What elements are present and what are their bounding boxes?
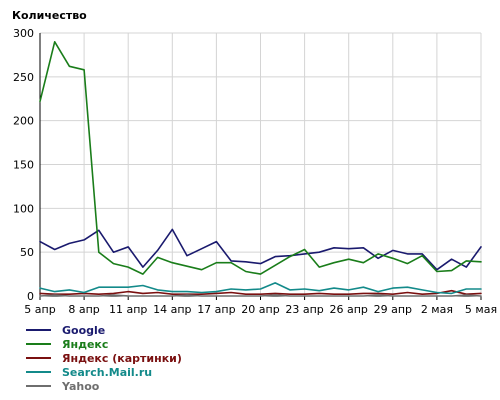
series-line-3 bbox=[39, 282, 482, 295]
y-tick-label: 100 bbox=[13, 202, 34, 215]
x-tick-label: 8 апр bbox=[68, 303, 99, 316]
legend-label: Google bbox=[62, 324, 105, 337]
legend-label: Search.Mail.ru bbox=[62, 366, 152, 379]
chart-title: Количество bbox=[12, 9, 87, 22]
y-tick-label: 0 bbox=[27, 290, 34, 303]
x-tick-label: 14 апр bbox=[153, 303, 191, 316]
series-lines bbox=[39, 40, 482, 297]
x-tick-label: 5 апр bbox=[24, 303, 55, 316]
x-tick-label: 5 мая bbox=[465, 303, 497, 316]
legend-label: Яндекс bbox=[62, 338, 108, 351]
legend-label: Яндекс (картинки) bbox=[62, 352, 182, 365]
x-tick-label: 17 апр bbox=[197, 303, 235, 316]
y-tick-label: 200 bbox=[13, 115, 34, 128]
x-tick-label: 26 апр bbox=[329, 303, 367, 316]
x-tick-label: 2 мая bbox=[421, 303, 453, 316]
axes: 0 50 100 150 200 250 300 5 апр 8 апр 11 апр 14 апр… bbox=[13, 27, 497, 316]
series-line-0 bbox=[39, 228, 482, 271]
legend-label: Yahoo bbox=[61, 380, 100, 393]
x-tick-label: 20 апр bbox=[241, 303, 279, 316]
series-line-1 bbox=[39, 40, 482, 275]
x-tick-label: 29 апр bbox=[374, 303, 412, 316]
x-tick-label: 23 апр bbox=[285, 303, 323, 316]
series-line-4 bbox=[39, 294, 482, 297]
x-tick-label: 11 апр bbox=[109, 303, 147, 316]
series-line-2 bbox=[39, 289, 482, 296]
y-tick-label: 50 bbox=[20, 246, 34, 259]
y-tick-label: 300 bbox=[13, 27, 34, 40]
y-tick-label: 250 bbox=[13, 71, 34, 84]
y-tick-label: 150 bbox=[13, 159, 34, 172]
grid bbox=[39, 32, 482, 296]
